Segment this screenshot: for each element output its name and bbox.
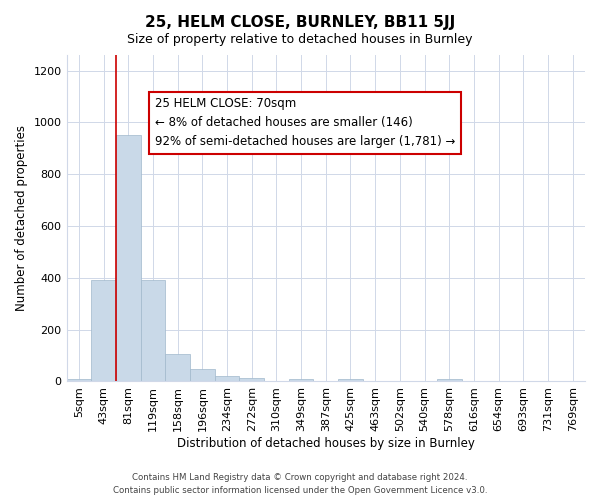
Bar [338,379,363,382]
Text: Size of property relative to detached houses in Burnley: Size of property relative to detached ho… [127,32,473,46]
X-axis label: Distribution of detached houses by size in Burnley: Distribution of detached houses by size … [177,437,475,450]
Text: 25 HELM CLOSE: 70sqm
← 8% of detached houses are smaller (146)
92% of semi-detac: 25 HELM CLOSE: 70sqm ← 8% of detached ho… [155,98,455,148]
Bar [289,379,313,382]
Bar [67,379,91,382]
Bar [165,354,190,382]
Bar [437,379,461,382]
Bar [190,368,215,382]
Bar [116,136,140,382]
Bar [140,280,165,382]
Bar [215,376,239,382]
Y-axis label: Number of detached properties: Number of detached properties [15,125,28,311]
Bar [91,280,116,382]
Text: Contains HM Land Registry data © Crown copyright and database right 2024.
Contai: Contains HM Land Registry data © Crown c… [113,474,487,495]
Text: 25, HELM CLOSE, BURNLEY, BB11 5JJ: 25, HELM CLOSE, BURNLEY, BB11 5JJ [145,15,455,30]
Bar [239,378,264,382]
